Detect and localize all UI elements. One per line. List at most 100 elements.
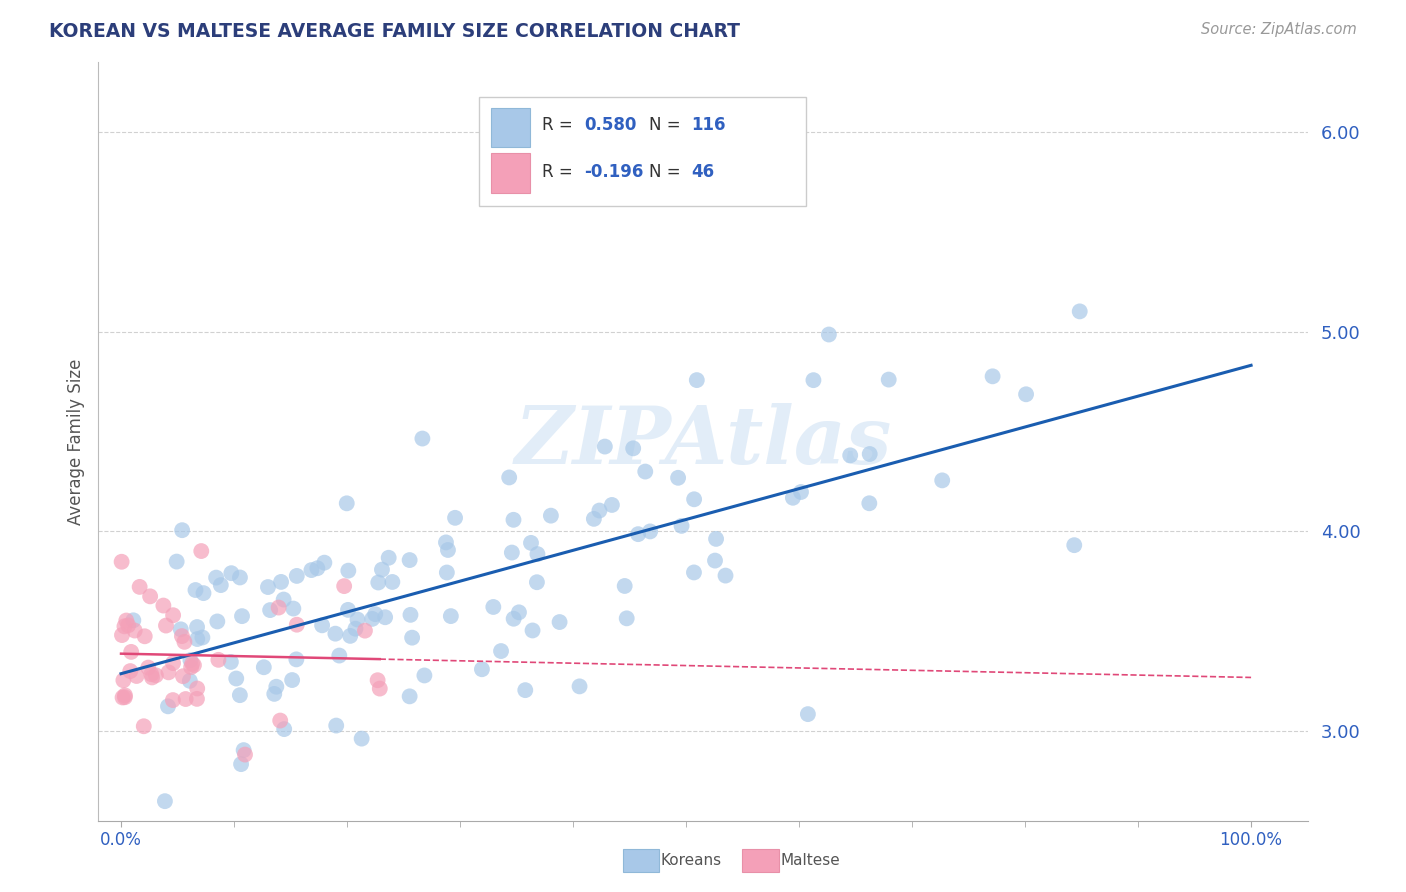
Text: Maltese: Maltese [780,854,839,868]
Point [818,327,841,342]
Point [136,660,159,674]
Point [613,579,636,593]
Text: KOREAN VS MALTESE AVERAGE FAMILY SIZE CORRELATION CHART: KOREAN VS MALTESE AVERAGE FAMILY SIZE CO… [49,22,740,41]
Point [520,536,543,550]
Point [115,614,138,628]
Point [337,603,360,617]
Point [704,553,727,567]
Point [156,699,179,714]
Point [173,635,195,649]
Point [120,645,142,659]
Point [186,632,208,646]
Point [229,757,252,772]
Point [1063,538,1085,552]
Point [413,668,436,682]
Point [686,373,709,387]
Point [374,610,396,624]
Point [381,574,404,589]
Point [638,524,661,539]
Point [328,648,350,663]
Point [186,691,208,706]
Text: -0.196: -0.196 [585,163,644,181]
Text: 0.580: 0.580 [585,116,637,135]
Point [180,660,202,674]
Point [782,491,804,505]
Point [981,369,1004,384]
Point [704,532,727,546]
Point [190,544,212,558]
Point [209,578,232,592]
Point [111,690,134,705]
Point [436,566,458,580]
Point [339,629,361,643]
Point [683,566,706,580]
Point [683,492,706,507]
Point [114,689,136,703]
Point [325,626,347,640]
Point [111,628,134,642]
Point [471,662,494,676]
Point [399,607,422,622]
Point [193,586,215,600]
Point [184,582,207,597]
Point [232,743,254,757]
Point [233,747,256,762]
Point [186,681,208,696]
FancyBboxPatch shape [479,96,806,207]
Point [398,690,420,704]
Point [157,665,180,680]
Point [350,731,373,746]
Point [120,664,142,678]
Point [568,679,591,693]
Point [111,555,134,569]
Point [162,693,184,707]
Point [593,440,616,454]
Point [588,503,610,517]
Point [141,667,163,681]
Point [616,611,638,625]
Point [522,624,544,638]
Point [401,631,423,645]
Point [325,718,347,732]
Point [267,600,290,615]
Point [354,624,377,638]
Point [134,629,156,643]
Point [502,513,524,527]
Point [377,550,399,565]
Point [931,474,953,488]
Point [270,574,292,589]
Point [139,590,162,604]
Point [259,603,281,617]
Point [482,599,505,614]
Point [114,690,136,705]
Point [229,688,252,702]
Point [229,570,252,584]
Point [162,608,184,623]
Point [174,692,197,706]
Point [489,644,512,658]
Point [621,442,644,456]
Point [367,575,389,590]
Point [283,601,305,615]
Point [285,652,308,666]
Point [170,629,193,643]
Point [411,432,433,446]
Point [225,672,247,686]
Point [117,618,139,632]
Point [398,553,420,567]
Point [155,618,177,632]
Text: Source: ZipAtlas.com: Source: ZipAtlas.com [1201,22,1357,37]
Point [152,599,174,613]
Point [221,566,243,581]
Point [263,687,285,701]
Point [371,563,394,577]
Point [437,543,460,558]
Point [145,668,167,682]
Point [314,556,336,570]
Point [269,714,291,728]
Point [285,617,308,632]
Point [231,609,253,624]
Point [273,722,295,736]
Point [257,580,280,594]
Point [112,673,135,688]
